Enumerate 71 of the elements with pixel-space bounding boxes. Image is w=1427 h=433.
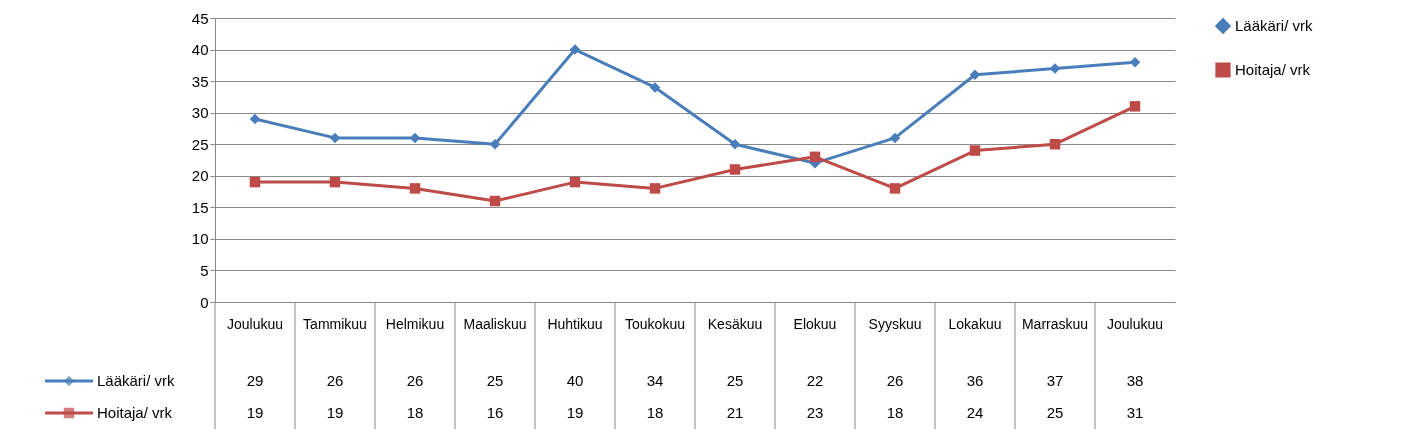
- y-tick-label: 0: [200, 293, 209, 311]
- point: [409, 183, 421, 194]
- point: [1129, 56, 1141, 68]
- point: [1129, 101, 1141, 112]
- data-label: 29: [246, 372, 264, 389]
- point: [889, 183, 901, 194]
- point: [249, 113, 261, 125]
- point: [569, 44, 581, 55]
- point: [489, 138, 501, 150]
- x-tick-label: Maaliskuu: [463, 315, 527, 332]
- x-tick-label: Tammikuu: [303, 315, 367, 332]
- point: [729, 138, 741, 150]
- text: Lääkäri/ vrk: [97, 372, 175, 389]
- y-tick-label: 45: [191, 9, 209, 27]
- y-tick-label: 30: [191, 104, 209, 122]
- data-label: 25: [1046, 404, 1064, 421]
- data-label: 25: [726, 372, 744, 389]
- x-tick-label: Toukokuu: [625, 315, 685, 332]
- data-label: 19: [246, 404, 264, 421]
- x-tick-label: Elokuu: [793, 315, 837, 332]
- data-label: 18: [886, 404, 904, 421]
- y-tick-label: 15: [191, 198, 209, 216]
- data-label: 38: [1126, 372, 1144, 389]
- data-label: 18: [646, 404, 664, 421]
- y-tick-label: 25: [191, 135, 209, 153]
- point: [649, 82, 661, 93]
- x-tick-label: Marraskuu: [1021, 315, 1089, 332]
- point: [729, 164, 741, 175]
- point: [569, 176, 581, 188]
- data-label: 22: [806, 372, 824, 389]
- data-label: 36: [966, 372, 984, 389]
- x-tick-label: Lokakuu: [948, 315, 1002, 332]
- point: [249, 176, 261, 188]
- x-tick-label: Helmikuu: [385, 315, 445, 332]
- y-tick-label: 20: [191, 167, 209, 185]
- text: Hoitaja/ vrk: [97, 404, 173, 421]
- data-label: 19: [566, 404, 584, 421]
- point: [809, 151, 821, 163]
- point: [1049, 63, 1061, 74]
- data-label: 26: [406, 372, 424, 389]
- point: [489, 195, 501, 207]
- y-tick-label: 5: [200, 261, 209, 279]
- y-tick-label: 10: [191, 230, 209, 248]
- data-label: 16: [486, 404, 504, 421]
- point: [1049, 138, 1061, 150]
- x-tick-label: Syyskuu: [868, 315, 922, 332]
- y-tick-label: 35: [191, 72, 209, 90]
- data-label: 18: [406, 404, 424, 421]
- data-label: 26: [326, 372, 344, 389]
- point: [649, 183, 661, 194]
- x-tick-label: Joulukuu: [226, 315, 284, 332]
- point: [889, 132, 901, 144]
- legend-label: Hoitaja/ vrk: [1235, 61, 1311, 78]
- point: [969, 69, 981, 81]
- y-tick-label: 40: [191, 41, 209, 59]
- data-label: 23: [806, 404, 824, 421]
- data-label: 40: [566, 372, 584, 389]
- data-label: 31: [1126, 404, 1144, 421]
- data-label: 34: [646, 372, 664, 389]
- point: [969, 145, 981, 156]
- x-tick-label: Kesäkuu: [707, 315, 763, 332]
- data-label: 26: [886, 372, 904, 389]
- data-label: 25: [486, 372, 504, 389]
- x-tick-label: Joulukuu: [1106, 315, 1164, 332]
- data-label: 21: [726, 404, 744, 421]
- legend-label: Lääkäri/ vrk: [1235, 17, 1314, 34]
- data-label: 37: [1046, 372, 1064, 389]
- data-label: 19: [326, 404, 344, 421]
- data-label: 24: [966, 404, 984, 421]
- point: [329, 176, 341, 188]
- x-tick-label: Huhtikuu: [547, 315, 603, 332]
